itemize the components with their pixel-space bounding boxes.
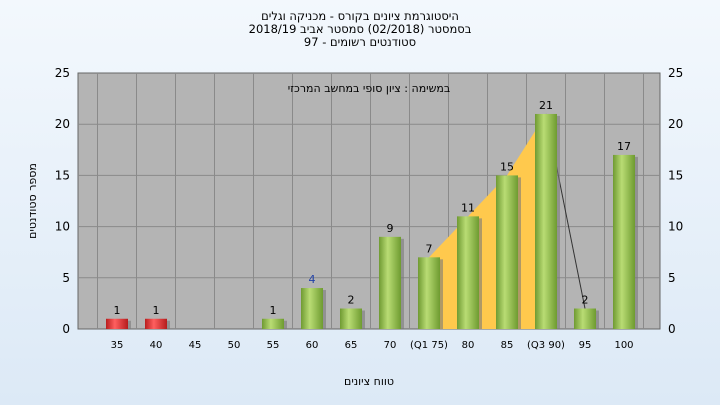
y-tick-label-right: 0 <box>668 322 676 336</box>
bar <box>301 288 323 329</box>
y-axis-title: מספר סטודנטים <box>26 163 39 239</box>
data-label: 1 <box>153 304 160 317</box>
x-tick-label: 35 <box>111 340 124 351</box>
y-tick-label-right: 5 <box>668 271 676 285</box>
bar <box>340 308 362 329</box>
bars <box>106 113 638 330</box>
x-tick-label: 95 <box>579 340 592 351</box>
data-label: 21 <box>539 99 553 112</box>
x-tick-label: 40 <box>150 340 163 351</box>
x-tick-label: 60 <box>306 340 319 351</box>
bar <box>106 318 128 329</box>
data-label: 11 <box>461 201 475 214</box>
grid-lines <box>78 73 660 329</box>
data-label: 1 <box>114 304 121 317</box>
y-tick-label-right: 15 <box>668 168 683 182</box>
bar <box>457 216 479 329</box>
bar <box>418 257 440 329</box>
title-line-1: היסטוגרמת ציונים בקורס - מכניקה וגלים <box>261 9 459 23</box>
x-tick-label: 55 <box>267 340 280 351</box>
y-tick-label-left: 15 <box>55 168 70 182</box>
data-label: 9 <box>387 222 394 235</box>
data-label: 17 <box>617 140 631 153</box>
title-line-3: סטודנטים רשומים - 97 <box>303 35 417 49</box>
x-tick-label: 85 <box>501 340 514 351</box>
x-axis: 35 40 45 50 55 60 65 70 (Q1 75) 80 85 (Q3 90) 95 100 <box>111 340 634 351</box>
bar <box>145 318 167 329</box>
y-tick-label-right: 25 <box>668 66 683 80</box>
chart-subtitle: במשימה : ציון סופי במחשב המרכזי <box>288 82 451 95</box>
bar <box>262 318 284 329</box>
x-tick-label: 45 <box>189 340 202 351</box>
title-line-2: בסמסטר (02/2018) סמסטר אביב 2018/19 <box>248 22 472 36</box>
x-tick-label: 65 <box>345 340 358 351</box>
x-tick-label: (Q3 90) <box>527 340 565 351</box>
y-tick-label-right: 20 <box>668 117 683 131</box>
y-tick-label-right: 10 <box>668 220 683 234</box>
y-tick-label-left: 5 <box>62 271 70 285</box>
y-tick-label-left: 10 <box>55 220 70 234</box>
data-label: 4 <box>309 273 316 286</box>
y-axis-right: 0 5 10 15 20 25 <box>668 66 683 336</box>
data-label: 2 <box>348 294 355 307</box>
bar <box>535 113 557 330</box>
data-label: 1 <box>270 304 277 317</box>
x-tick-label: 70 <box>384 340 397 351</box>
data-label: 7 <box>426 242 433 255</box>
bar <box>613 154 635 329</box>
y-tick-label-left: 20 <box>55 117 70 131</box>
chart-title: היסטוגרמת ציונים בקורס - מכניקה וגלים בס… <box>0 10 720 49</box>
x-tick-label: 50 <box>228 340 241 351</box>
y-tick-label-left: 25 <box>55 66 70 80</box>
y-axis-left: 0 5 10 15 20 25 <box>55 66 70 336</box>
bar <box>379 236 401 329</box>
y-tick-label-left: 0 <box>62 322 70 336</box>
data-label: 15 <box>500 160 514 173</box>
x-axis-title: טווח ציונים <box>344 375 394 388</box>
plot-area <box>77 72 661 330</box>
x-tick-label: (Q1 75) <box>410 340 448 351</box>
x-tick-label: 100 <box>614 340 633 351</box>
bar <box>574 308 596 329</box>
data-label: 2 <box>582 294 589 307</box>
bar <box>496 175 518 329</box>
x-tick-label: 80 <box>462 340 475 351</box>
